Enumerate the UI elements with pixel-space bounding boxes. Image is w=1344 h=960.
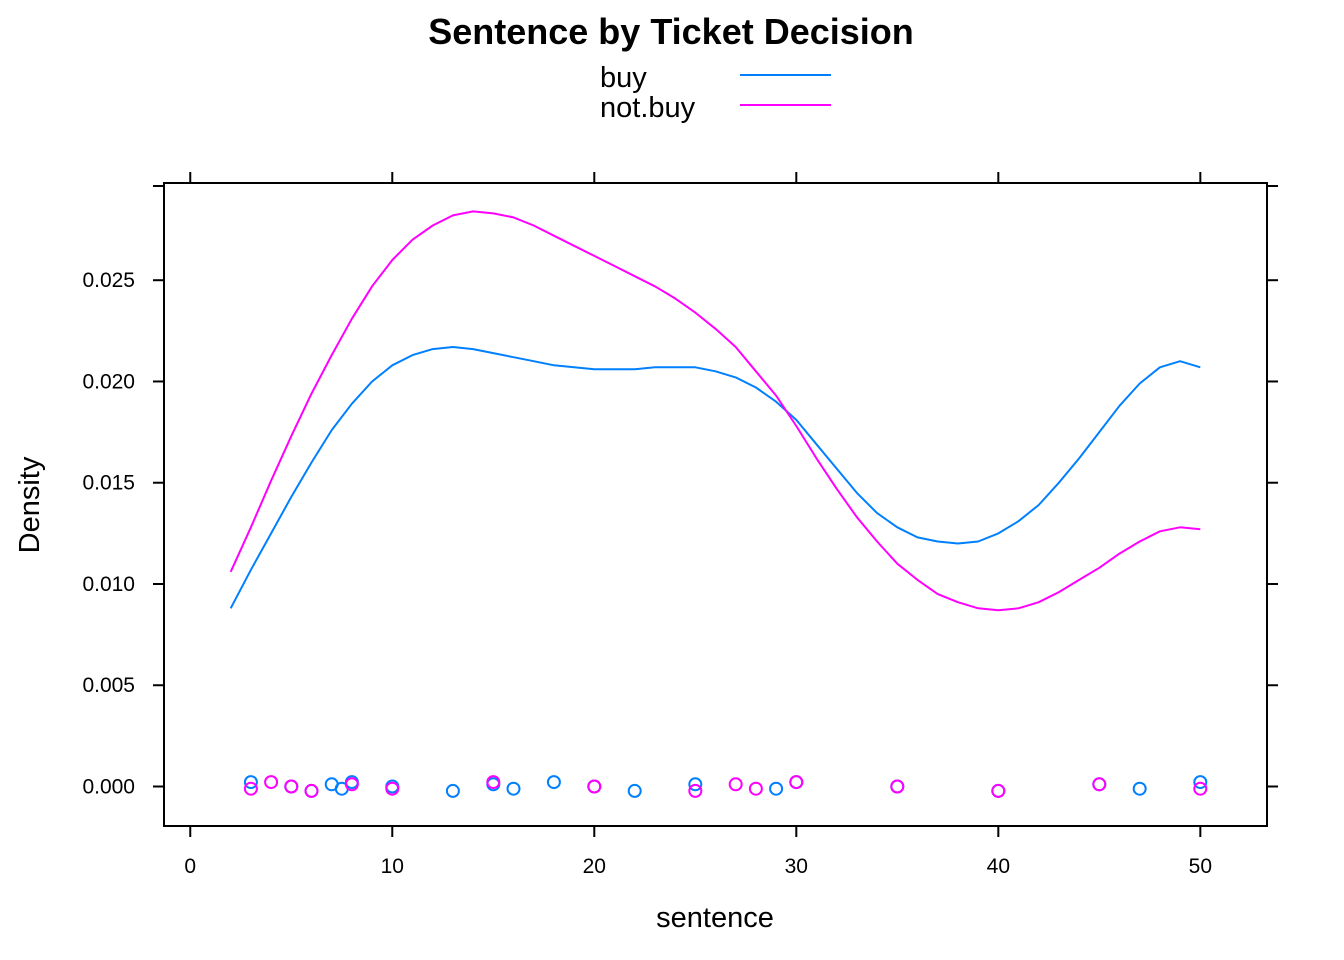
rug-point-not-buy (304, 783, 319, 798)
rug-point-buy (546, 775, 561, 790)
rug-point-buy (243, 775, 258, 790)
chart-title: Sentence by Ticket Decision (428, 11, 914, 52)
rug-point-not-buy (789, 775, 804, 790)
y-tick-label: 0.015 (82, 472, 135, 495)
rug-point-not-buy (890, 779, 905, 794)
y-tick-label: 0.025 (82, 269, 135, 292)
rug-point-not-buy (748, 781, 763, 796)
x-tick-label: 20 (583, 855, 606, 878)
x-axis-label: sentence (656, 902, 774, 934)
rug-point-not-buy (264, 775, 279, 790)
rug-point-buy (1132, 781, 1147, 796)
rug-point-buy (688, 777, 703, 792)
y-axis-label: Density (14, 456, 46, 553)
y-axis: 0.000 0.005 0.010 0.015 0.020 0.025 (82, 185, 1278, 799)
rug-point-not-buy (243, 781, 258, 796)
density-line-buy (229, 346, 1201, 609)
density-line-not-buy (229, 210, 1201, 612)
x-axis: 0 10 20 30 40 50 (184, 172, 1212, 878)
rug-point-buy (627, 783, 642, 798)
x-tick-label: 50 (1189, 855, 1212, 878)
rug-point-buy (506, 781, 521, 796)
rug-point-not-buy (991, 783, 1006, 798)
x-tick-label: 30 (785, 855, 808, 878)
x-tick-label: 0 (184, 855, 196, 878)
density-lines (229, 210, 1201, 612)
rug-point-not-buy (728, 777, 743, 792)
plot-panel (163, 182, 1268, 827)
legend: buy not.buy (600, 62, 831, 124)
y-tick-label: 0.000 (82, 776, 135, 799)
rug-point-buy (445, 783, 460, 798)
rug-point-not-buy (587, 779, 602, 794)
x-tick-label: 40 (987, 855, 1010, 878)
x-tick-label: 10 (381, 855, 404, 878)
rug-point-not-buy (1193, 781, 1208, 796)
legend-label-not-buy: not.buy (600, 92, 696, 124)
rug-point-not-buy (1092, 777, 1107, 792)
rug-point-buy (769, 781, 784, 796)
rug-point-not-buy (344, 777, 359, 792)
legend-label-buy: buy (600, 62, 647, 94)
rug-point-not-buy (486, 775, 501, 790)
rug-point-buy (1193, 775, 1208, 790)
y-tick-label: 0.020 (82, 370, 135, 393)
rug-points (243, 775, 1208, 798)
rug-point-not-buy (284, 779, 299, 794)
rug-point-not-buy (688, 783, 703, 798)
y-tick-label: 0.010 (82, 573, 135, 596)
y-tick-label: 0.005 (82, 674, 135, 697)
rug-point-not-buy (385, 781, 400, 796)
